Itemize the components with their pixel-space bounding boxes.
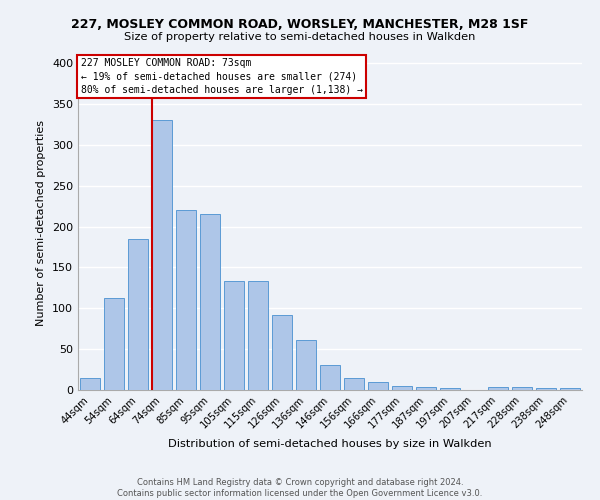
Bar bbox=[80, 378, 100, 390]
Bar bbox=[488, 386, 508, 390]
Bar bbox=[104, 298, 124, 390]
Text: 227 MOSLEY COMMON ROAD: 73sqm
← 19% of semi-detached houses are smaller (274)
80: 227 MOSLEY COMMON ROAD: 73sqm ← 19% of s… bbox=[80, 58, 362, 95]
X-axis label: Distribution of semi-detached houses by size in Walkden: Distribution of semi-detached houses by … bbox=[168, 439, 492, 449]
Bar bbox=[224, 282, 244, 390]
Bar bbox=[320, 364, 340, 390]
Text: Contains HM Land Registry data © Crown copyright and database right 2024.
Contai: Contains HM Land Registry data © Crown c… bbox=[118, 478, 482, 498]
Bar bbox=[536, 388, 556, 390]
Bar bbox=[440, 388, 460, 390]
Bar bbox=[200, 214, 220, 390]
Bar bbox=[368, 382, 388, 390]
Bar bbox=[176, 210, 196, 390]
Text: Size of property relative to semi-detached houses in Walkden: Size of property relative to semi-detach… bbox=[124, 32, 476, 42]
Bar bbox=[344, 378, 364, 390]
Bar bbox=[416, 386, 436, 390]
Bar bbox=[296, 340, 316, 390]
Bar bbox=[512, 386, 532, 390]
Bar bbox=[248, 282, 268, 390]
Text: 227, MOSLEY COMMON ROAD, WORSLEY, MANCHESTER, M28 1SF: 227, MOSLEY COMMON ROAD, WORSLEY, MANCHE… bbox=[71, 18, 529, 30]
Bar bbox=[152, 120, 172, 390]
Bar bbox=[392, 386, 412, 390]
Y-axis label: Number of semi-detached properties: Number of semi-detached properties bbox=[37, 120, 46, 326]
Bar bbox=[560, 388, 580, 390]
Bar bbox=[128, 239, 148, 390]
Bar bbox=[272, 315, 292, 390]
